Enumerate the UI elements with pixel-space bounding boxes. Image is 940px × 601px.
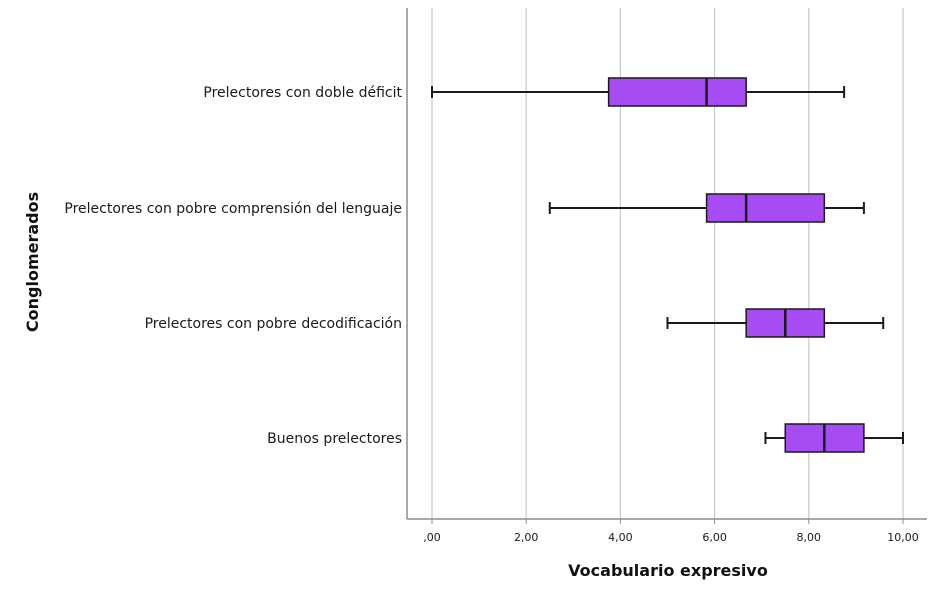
category-labels: Prelectores con doble déficit Prelectores… [64,85,402,447]
category-label: Prelectores con doble déficit [203,85,402,101]
category-label: Prelectores con pobre comprensión del le… [64,201,402,217]
x-tick-labels: ,00 2,00 4,00 6,00 8,00 10,00 [423,531,919,544]
x-tick-label: ,00 [423,531,441,544]
category-label: Buenos prelectores [267,431,402,447]
box-group [431,77,846,107]
axes [406,8,927,524]
box-group [548,193,865,223]
iqr-box [607,77,747,107]
y-axis-title: Conglomerados [23,192,42,332]
boxes [431,77,904,453]
x-tick-label: 8,00 [797,531,822,544]
x-tick-label: 2,00 [514,531,539,544]
category-label: Prelectores con pobre decodificación [145,316,402,332]
x-tick-label: 6,00 [702,531,727,544]
iqr-box [705,193,826,223]
box-group [666,308,885,338]
x-tick-label: 4,00 [608,531,633,544]
x-tick-label: 10,00 [887,531,919,544]
box-group [764,423,904,453]
x-axis-title: Vocabulario expresivo [568,561,768,580]
